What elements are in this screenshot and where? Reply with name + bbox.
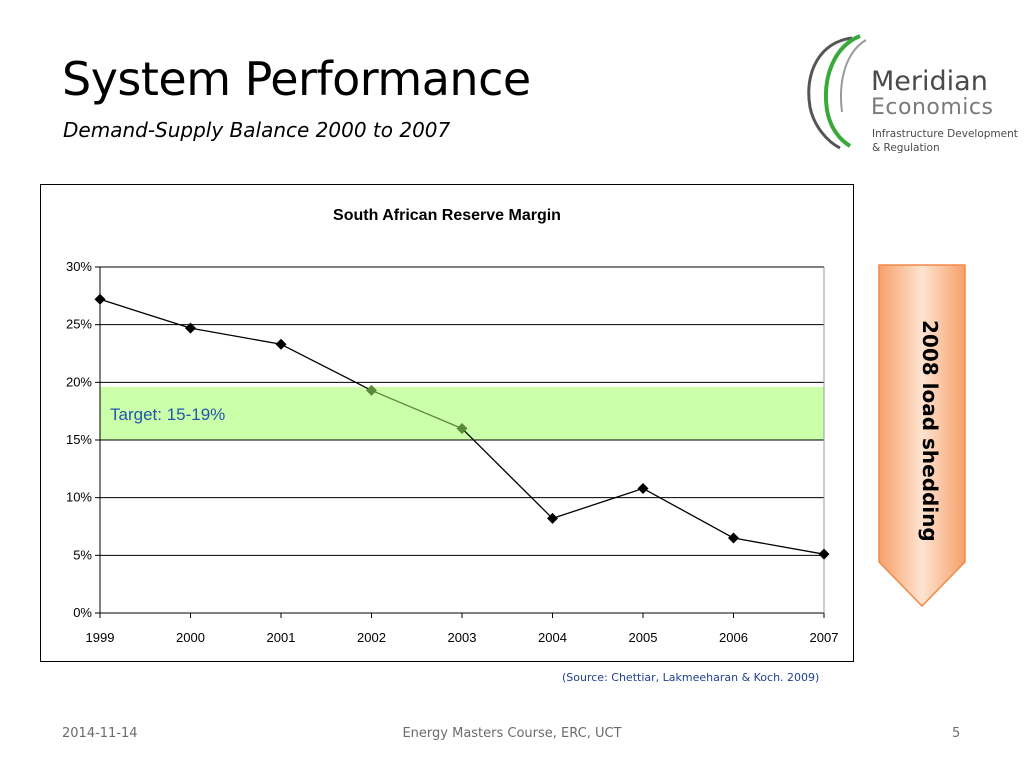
logo-swoosh-icon: [807, 34, 867, 150]
y-tick-label: 10%: [66, 490, 92, 505]
source-citation: (Source: Chettiar, Lakmeeharan & Koch. 2…: [562, 671, 820, 684]
data-point-marker: [547, 512, 558, 524]
x-tick-label: 2002: [357, 630, 386, 645]
series-line-segment: [280, 343, 372, 391]
callout-arrow: [878, 264, 966, 608]
x-tick-label: 2006: [719, 630, 748, 645]
data-point-marker: [185, 322, 196, 334]
y-tick-label: 25%: [66, 317, 92, 332]
x-tick-label: 2005: [629, 630, 658, 645]
reserve-margin-chart: South African Reserve Margin 0% 5% 10% 15% 2…: [66, 207, 839, 645]
x-tick-label: 2004: [538, 630, 567, 645]
target-band-label: Target: 15-19%: [110, 405, 225, 424]
x-tick-label: 2003: [448, 630, 477, 645]
footer-course: Energy Masters Course, ERC, UCT: [402, 726, 622, 741]
logo-name-line2: Economics: [871, 95, 994, 120]
footer-page-number: 5: [952, 726, 961, 741]
x-tick-label: 2007: [810, 630, 839, 645]
series-line-segment: [552, 487, 644, 520]
chart-title: South African Reserve Margin: [333, 207, 561, 224]
load-shedding-callout: 2008 load shedding: [918, 320, 942, 542]
x-tick-label: 2001: [267, 630, 296, 645]
logo-tagline-1: Infrastructure Development: [872, 128, 1018, 140]
series-line-segment: [642, 487, 734, 539]
logo-tagline-2: & Regulation: [872, 142, 940, 154]
data-point-marker: [275, 338, 287, 350]
series-line-segment: [99, 298, 191, 329]
series-line-segment: [190, 327, 282, 345]
data-point-marker: [637, 482, 649, 494]
y-tick-label: 0%: [73, 605, 92, 620]
y-tick-label: 5%: [73, 547, 92, 562]
footer-date: 2014-11-14: [62, 726, 138, 741]
slide-title: System Performance: [62, 52, 531, 106]
y-tick-label: 30%: [66, 259, 92, 274]
series-line-segment: [461, 428, 553, 519]
y-tick-label: 15%: [66, 432, 92, 447]
meridian-logo: Meridian Economics Infrastructure Develo…: [800, 32, 1018, 157]
chart-frame: South African Reserve Margin 0% 5% 10% 15% 2…: [40, 184, 854, 662]
series-line-segment: [733, 537, 825, 555]
x-tick-label: 1999: [86, 630, 115, 645]
data-point-marker: [456, 422, 468, 434]
logo-name-line1: Meridian: [871, 66, 988, 97]
data-point-marker: [94, 293, 106, 305]
data-point-marker: [366, 384, 377, 396]
data-point-marker: [728, 532, 739, 544]
x-tick-label: 2000: [176, 630, 205, 645]
slide-subtitle: Demand-Supply Balance 2000 to 2007: [63, 118, 451, 142]
y-tick-label: 20%: [66, 374, 92, 389]
data-point-marker: [818, 548, 830, 560]
series-line-segment: [371, 389, 463, 430]
